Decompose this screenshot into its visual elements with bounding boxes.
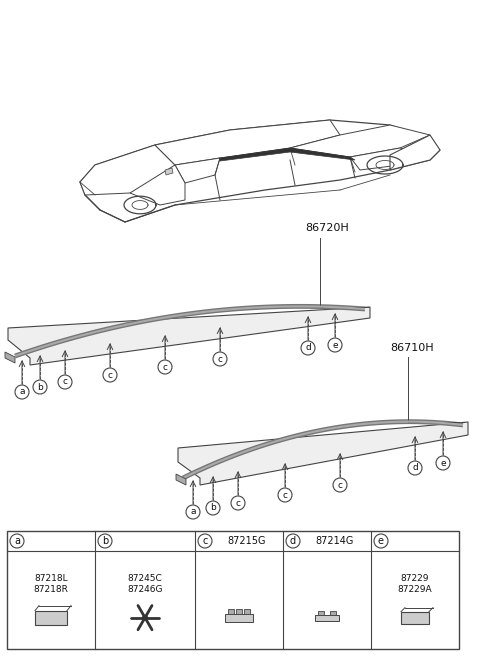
Polygon shape [290,125,430,157]
Circle shape [328,338,342,352]
Circle shape [142,615,148,621]
Circle shape [333,478,347,492]
Bar [401,611,429,624]
Bar [35,611,67,625]
Polygon shape [165,168,173,175]
Text: c: c [337,480,343,489]
Polygon shape [315,615,339,621]
Text: d: d [305,344,311,352]
Polygon shape [225,613,253,622]
Circle shape [33,380,47,394]
Text: d: d [290,536,296,546]
Text: c: c [108,371,112,380]
Text: c: c [236,499,240,508]
Polygon shape [130,165,185,205]
Bar [318,611,324,615]
Circle shape [213,352,227,366]
Text: 87229A: 87229A [398,585,432,594]
Polygon shape [175,158,220,183]
Circle shape [408,461,422,475]
Text: 86720H: 86720H [305,223,349,233]
Text: b: b [37,382,43,392]
Text: e: e [440,459,446,468]
Text: b: b [210,504,216,512]
Polygon shape [80,120,440,222]
Text: e: e [332,340,338,350]
Polygon shape [176,474,186,485]
Text: d: d [412,464,418,472]
Text: a: a [19,388,25,396]
Circle shape [278,488,292,502]
Text: e: e [378,536,384,546]
Circle shape [286,534,300,548]
Text: b: b [102,536,108,546]
Circle shape [231,496,245,510]
Circle shape [58,375,72,389]
Bar [7,531,459,649]
Polygon shape [5,352,15,363]
Circle shape [301,341,315,355]
Text: 87214G: 87214G [316,536,354,546]
Text: 87218L: 87218L [34,574,68,583]
Circle shape [206,501,220,515]
Text: 87215G: 87215G [228,536,266,546]
Circle shape [15,385,29,399]
Text: c: c [217,354,223,363]
Text: c: c [283,491,288,499]
Polygon shape [350,148,420,170]
Text: c: c [163,363,168,371]
Text: a: a [190,508,196,516]
Polygon shape [80,145,175,195]
Text: c: c [202,536,208,546]
Circle shape [158,360,172,374]
Bar [228,609,234,613]
Polygon shape [220,148,355,161]
Circle shape [374,534,388,548]
Circle shape [103,368,117,382]
Circle shape [10,534,24,548]
Text: 87245C: 87245C [128,574,162,583]
Circle shape [186,505,200,519]
Polygon shape [178,422,468,485]
Text: 87246G: 87246G [127,585,163,594]
Bar [236,609,242,613]
Circle shape [98,534,112,548]
Circle shape [198,534,212,548]
Text: 87229: 87229 [401,574,429,583]
Text: a: a [14,536,20,546]
Bar [244,609,250,613]
Text: c: c [62,377,68,386]
Circle shape [436,456,450,470]
Polygon shape [8,307,370,365]
Bar [330,611,336,615]
Polygon shape [390,135,440,170]
Text: 86710H: 86710H [390,343,433,353]
Polygon shape [155,120,340,165]
Text: 87218R: 87218R [34,585,69,594]
